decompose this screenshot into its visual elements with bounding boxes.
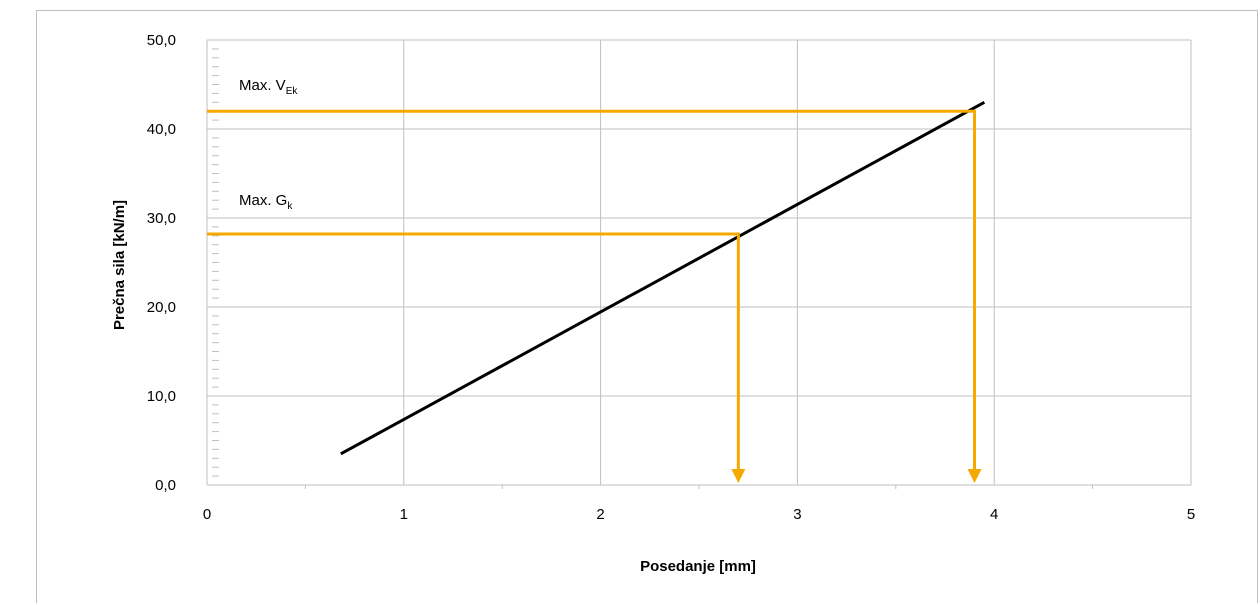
y-tick-label: 20,0 [147, 299, 176, 316]
annotation-gk: Max. Gk [239, 192, 293, 212]
y-tick-label: 10,0 [147, 388, 176, 405]
y-tick-labels: 0,0 10,0 20,0 30,0 40,0 50,0 [147, 32, 176, 494]
y-tick-label: 30,0 [147, 210, 176, 227]
annotation-marker-line [207, 232, 740, 471]
annotation-arrow-head [731, 469, 746, 483]
annotation-markers [207, 109, 982, 483]
x-tick-label: 3 [793, 506, 801, 523]
x-tick-label: 0 [203, 506, 211, 523]
x-tick-label: 1 [400, 506, 408, 523]
x-axis-title: Posedanje [mm] [640, 558, 756, 575]
annotation-arrow-head [967, 469, 982, 483]
x-tick-label: 2 [596, 506, 604, 523]
series-line [340, 100, 986, 456]
y-axis-title: Prečna sila [kN/m] [111, 200, 128, 330]
x-tick-labels: 0 1 2 3 4 5 [203, 506, 1195, 523]
x-tick-label: 5 [1187, 506, 1195, 523]
y-tick-label: 40,0 [147, 121, 176, 138]
series-layer [340, 100, 986, 456]
minor-ticks [212, 39, 1094, 489]
annotation-vek: Max. VEk [239, 77, 298, 97]
x-tick-label: 4 [990, 506, 998, 523]
y-tick-label: 0,0 [155, 477, 176, 494]
y-tick-label: 50,0 [147, 32, 176, 49]
annotation-labels: Max. VEk Max. Gk [239, 77, 298, 212]
grid-lines [206, 39, 1192, 486]
annotation-marker-line [207, 109, 977, 471]
